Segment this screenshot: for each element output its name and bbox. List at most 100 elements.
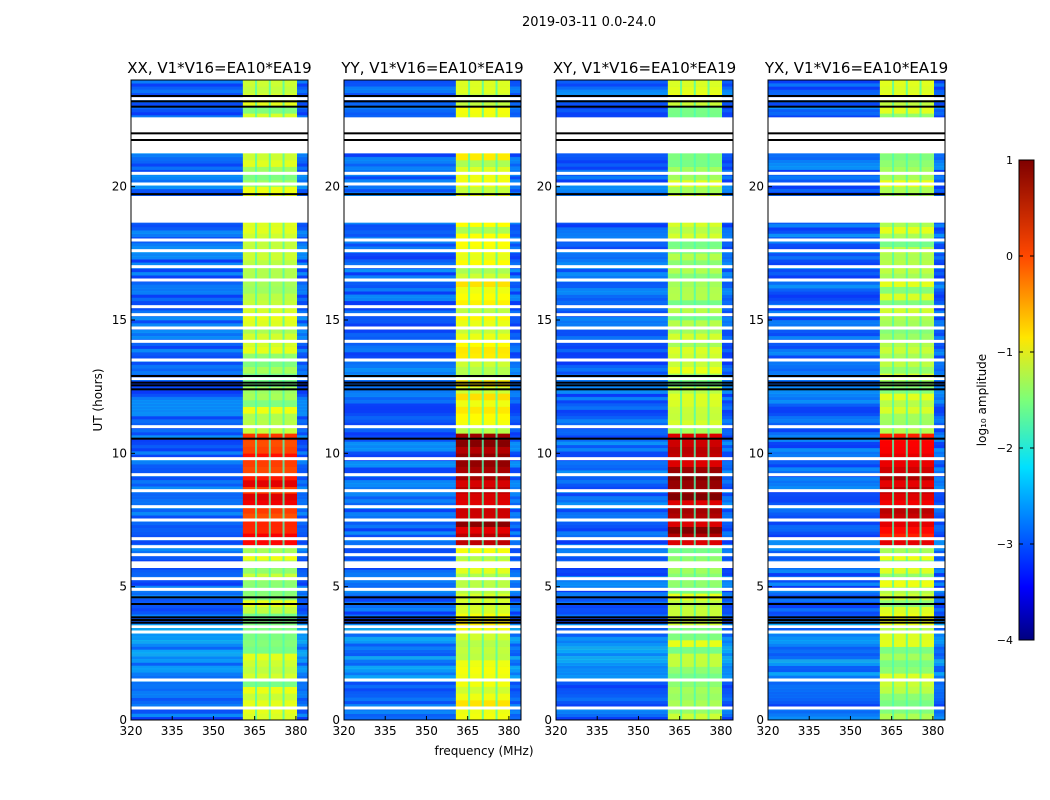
- noise-row: [556, 115, 733, 119]
- black-line: [556, 139, 733, 141]
- black-line: [344, 603, 521, 605]
- noise-row: [768, 179, 945, 183]
- noise-row: [131, 592, 308, 596]
- noise-row: [768, 633, 945, 638]
- black-line: [131, 381, 308, 384]
- y-tick-label: 0: [544, 713, 552, 727]
- noise-row: [556, 534, 733, 538]
- noise-row: [556, 80, 733, 84]
- noise-row: [556, 604, 733, 609]
- noise-row: [131, 684, 308, 689]
- noise-row: [556, 585, 733, 590]
- noise-row: [344, 416, 521, 420]
- flagged-line: [556, 326, 733, 330]
- x-tick-label: 335: [161, 724, 184, 738]
- black-line: [768, 621, 945, 624]
- y-tick-label: 15: [749, 313, 764, 327]
- flagged-line: [556, 313, 733, 317]
- noise-row: [556, 716, 733, 721]
- flagged-line: [131, 171, 308, 175]
- noise-row: [344, 176, 521, 180]
- flagged-line: [131, 489, 308, 493]
- flagged-range: [768, 561, 945, 568]
- noise-row: [344, 649, 521, 654]
- noise-row: [344, 361, 521, 366]
- noise-row: [344, 243, 521, 247]
- noise-row: [131, 307, 308, 311]
- flagged-line: [556, 358, 733, 362]
- noise-row: [768, 470, 945, 474]
- noise-row: [344, 582, 521, 586]
- noise-row: [768, 611, 945, 615]
- noise-row: [556, 329, 733, 334]
- rfi-gap-line: [282, 80, 285, 720]
- noise-row: [556, 681, 733, 686]
- noise-row: [131, 329, 308, 334]
- flagged-line: [556, 489, 733, 493]
- noise-row: [556, 307, 733, 311]
- flagged-line: [344, 537, 521, 541]
- noise-row: [556, 665, 733, 670]
- noise-row: [768, 352, 945, 356]
- noise-row: [344, 464, 521, 468]
- noise-row: [556, 652, 733, 657]
- noise-row: [344, 256, 521, 260]
- flagged-line: [131, 473, 308, 477]
- flagged-line: [344, 489, 521, 493]
- noise-row: [768, 428, 945, 433]
- noise-row: [344, 665, 521, 670]
- black-line: [344, 95, 521, 97]
- noise-row: [556, 515, 733, 519]
- noise-row: [131, 240, 308, 244]
- y-tick-label: 10: [537, 446, 552, 460]
- noise-row: [344, 419, 521, 423]
- noise-row: [344, 691, 521, 695]
- flagged-line: [131, 358, 308, 362]
- flagged-line: [131, 249, 308, 253]
- noise-row: [131, 92, 308, 97]
- noise-row: [344, 646, 521, 650]
- noise-row: [344, 179, 521, 183]
- black-line: [344, 375, 521, 377]
- noise-row: [556, 454, 733, 458]
- noise-row: [556, 185, 733, 190]
- noise-row: [556, 422, 733, 426]
- y-tick-label: 10: [325, 446, 340, 460]
- noise-row: [131, 355, 308, 359]
- noise-row: [556, 566, 733, 570]
- noise-row: [556, 419, 733, 423]
- noise-row: [768, 448, 945, 452]
- flagged-line: [768, 505, 945, 509]
- noise-row: [131, 403, 308, 407]
- noise-row: [768, 396, 945, 401]
- rfi-gap-line: [268, 80, 271, 720]
- noise-row: [131, 406, 308, 410]
- noise-row: [768, 566, 945, 570]
- noise-row: [556, 284, 733, 289]
- y-tick-label: 10: [112, 446, 127, 460]
- noise-row: [768, 649, 945, 654]
- noise-row: [344, 460, 521, 465]
- noise-row: [768, 422, 945, 426]
- flagged-line: [344, 577, 521, 581]
- flagged-line: [344, 678, 521, 682]
- rfi-gap-line: [255, 80, 258, 720]
- noise-row: [131, 262, 308, 266]
- noise-row: [556, 89, 733, 94]
- noise-row: [131, 102, 308, 106]
- noise-row: [768, 467, 945, 471]
- x-tick-label: 365: [243, 724, 266, 738]
- noise-row: [768, 361, 945, 366]
- black-line: [768, 375, 945, 377]
- flagged-range: [344, 377, 521, 380]
- noise-row: [131, 569, 308, 574]
- noise-row: [344, 156, 521, 161]
- noise-row: [556, 451, 733, 455]
- y-tick-label: 15: [112, 313, 127, 327]
- colorbar-tick-label: 1: [1006, 154, 1013, 167]
- noise-row: [131, 556, 308, 561]
- flagged-range: [768, 196, 945, 223]
- noise-row: [131, 297, 308, 302]
- noise-row: [344, 515, 521, 519]
- flagged-line: [131, 545, 308, 549]
